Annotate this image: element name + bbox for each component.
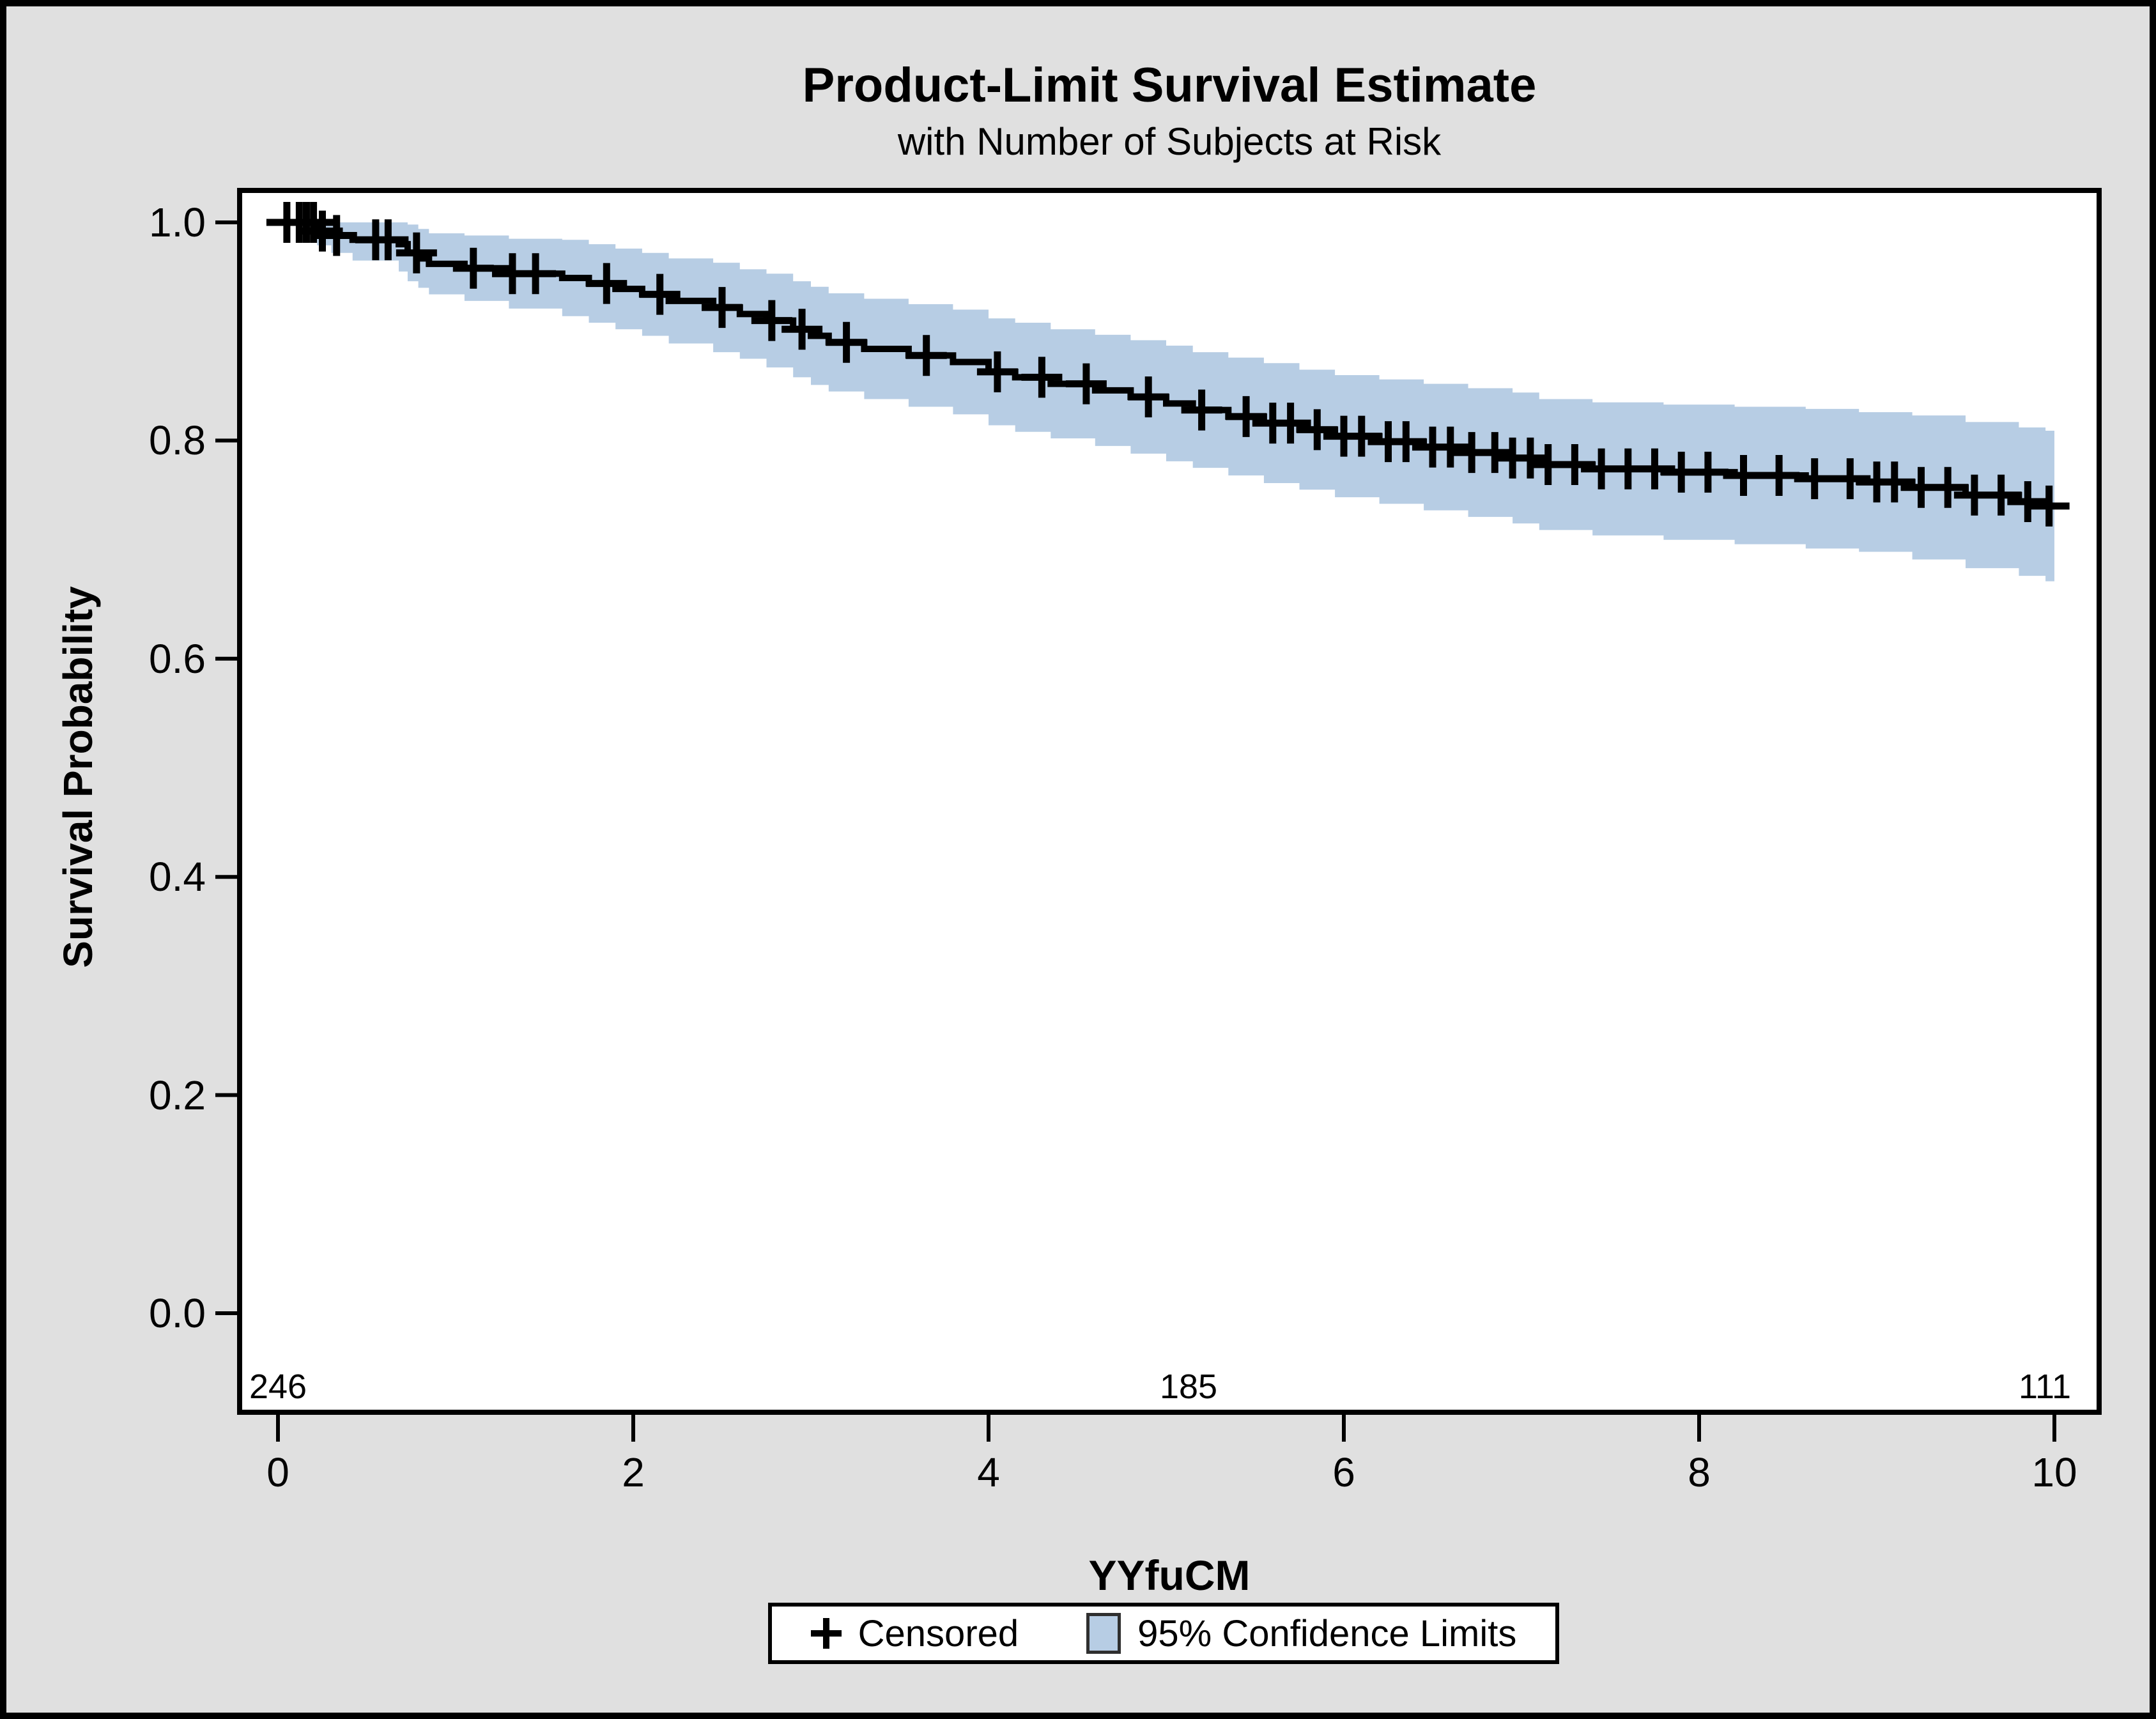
legend-item-confidence-limits: 95% Confidence Limits [1086,1612,1516,1655]
confidence-band-swatch-icon [1086,1613,1121,1654]
x-tick-label-8: 8 [1688,1449,1711,1495]
x-axis-ticks [276,1412,2056,1442]
plot-frame [237,188,2102,1415]
legend-censored-label: Censored [858,1612,1019,1654]
x-tick-label-0: 0 [266,1449,289,1495]
legend-item-censored: Censored [810,1612,1019,1655]
x-tick-label-6: 6 [1332,1449,1355,1495]
at-risk-count-t10: 111 [2018,1368,2072,1406]
censor-marks [266,202,2070,527]
y-tick-label-0.4: 0.4 [149,854,206,900]
censored-plus-icon [810,1618,842,1649]
x-tick-label-10: 10 [2031,1449,2077,1495]
y-axis-title: Survival Probability [55,586,101,968]
y-axis-ticks [215,220,240,1315]
at-risk-count-t0: 246 [249,1368,307,1406]
y-tick-label-0.8: 0.8 [149,417,206,463]
legend-box: Censored 95% Confidence Limits [768,1603,1559,1664]
y-tick-label-0.6: 0.6 [149,636,206,682]
y-tick-label-0.0: 0.0 [149,1290,206,1336]
chart-title: Product-Limit Survival Estimate [802,58,1537,112]
chart-subtitle: with Number of Subjects at Risk [897,120,1442,163]
y-tick-label-0.2: 0.2 [149,1072,206,1118]
legend-ci-label: 95% Confidence Limits [1137,1612,1517,1654]
x-axis-title: YYfuCM [1088,1552,1251,1599]
x-tick-label-4: 4 [977,1449,1000,1495]
y-tick-label-1.0: 1.0 [149,199,206,245]
x-tick-label-2: 2 [622,1449,645,1495]
at-risk-count-t5: 185 [1159,1368,1218,1406]
